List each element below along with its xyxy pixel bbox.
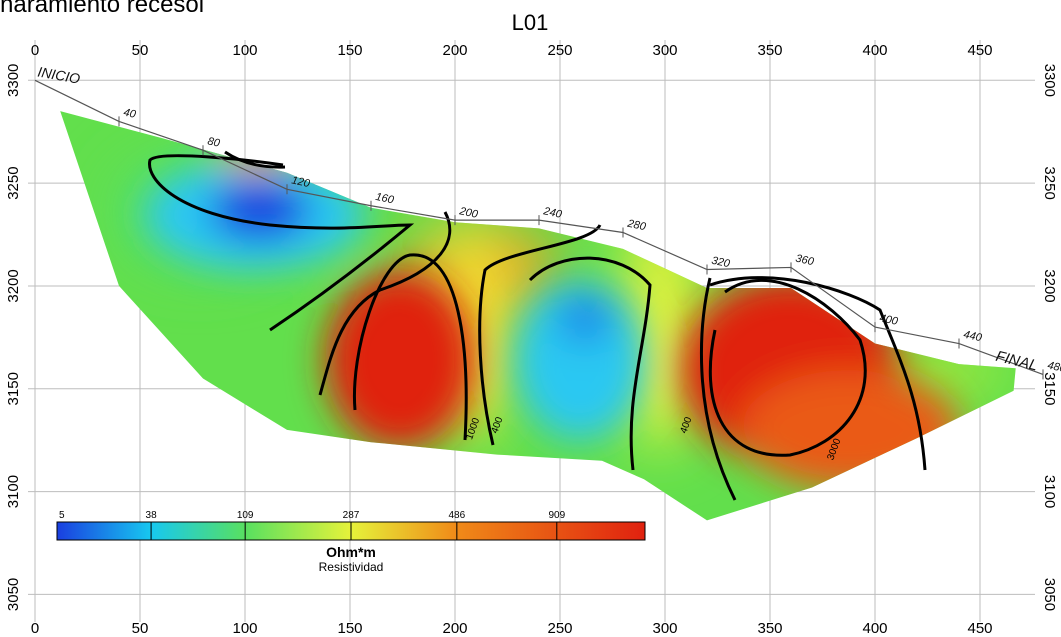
axes: 0 0 50 50 100 100 150 150 200 200 250 250 300 300 350 3… [5,42,1058,637]
x-tick-label-bottom: 0 [31,620,39,637]
x-tick-label-top: 150 [337,42,362,59]
x-tick-label-bottom: 300 [652,620,677,637]
contour-line [708,279,867,457]
y-tick-label-left: 3100 [5,475,22,508]
chainage-label: 240 [541,205,563,221]
contour-line [148,154,415,332]
y-tick-label-right: 3100 [1041,475,1058,508]
contour-line [478,224,602,446]
contour-label: 400 [678,415,694,435]
zone-low-center-core [557,292,613,344]
y-tick-label-right: 3250 [1041,166,1058,199]
chainage-label: 200 [457,205,479,221]
x-tick-label-bottom: 250 [547,620,572,637]
y-tick-label-left: 3250 [5,166,22,199]
contour-line [709,276,927,471]
x-tick-label-top: 200 [442,42,467,59]
colorbar-tick-label: 5 [59,510,65,521]
contour-line [528,256,652,471]
start-label: INICIO [36,63,81,86]
contour-label: 400 [489,415,505,435]
chainage-label: 440 [962,329,983,345]
x-tick-label-top: 100 [232,42,257,59]
contour-line [699,277,737,501]
contour-line [224,150,286,169]
y-tick-label-left: 3200 [5,269,22,302]
topography-profile: 40 80 120 160 200 240 280 320 360 400 440 480 INICIO… [34,63,1061,380]
y-tick-label-right: 3150 [1041,372,1058,405]
colorbar-tick-label: 109 [237,510,254,521]
y-tick-label-left: 3150 [5,372,22,405]
chainage-label: 360 [794,253,815,269]
x-tick-label-top: 400 [862,42,887,59]
x-tick-label-top: 250 [547,42,572,59]
chainage-label: 400 [878,312,899,328]
colorbar-tick-label: 909 [548,510,565,521]
x-tick-label-bottom: 450 [967,620,992,637]
zone-high-left [325,270,475,450]
x-tick-label-bottom: 50 [132,620,149,637]
contour-line [318,211,452,396]
y-tick-label-right: 3050 [1041,578,1058,611]
chainage-label: 40 [122,107,137,121]
x-tick-label-top: 350 [757,42,782,59]
x-tick-label-top: 0 [31,42,39,59]
chainage-label: 120 [290,174,311,190]
zone-orange-right [740,370,960,490]
x-tick-label-bottom: 200 [442,620,467,637]
x-tick-label-bottom: 400 [862,620,887,637]
colorbar-label: Resistividad [319,560,384,574]
chainage-label: 320 [710,255,731,271]
y-tick-label-right: 3300 [1041,64,1058,97]
chainage-label: 160 [374,191,395,207]
x-tick-label-bottom: 150 [337,620,362,637]
colorbar-tick-label: 38 [146,510,158,521]
zone-low-left-core [210,180,310,240]
colorbar-tick-label: 486 [448,510,465,521]
colorbar-tick-label: 287 [343,510,360,521]
chainage-label: 280 [625,217,647,233]
x-tick-label-top: 50 [132,42,149,59]
contour-line [352,253,468,441]
contour-lines [148,150,927,501]
x-tick-label-top: 450 [967,42,992,59]
x-tick-label-bottom: 350 [757,620,782,637]
chart-title: L01 [512,10,549,35]
x-tick-label-top: 300 [652,42,677,59]
cropped-caption: ñaramiento recesol [0,0,205,18]
x-tick-label-bottom: 100 [232,620,257,637]
chainage-label: 480 [1046,360,1061,376]
y-tick-label-right: 3200 [1041,269,1058,302]
colorbar-unit: Ohm*m [326,544,376,560]
y-tick-label-left: 3300 [5,64,22,97]
y-tick-label-left: 3050 [5,578,22,611]
chainage-label: 80 [206,135,221,149]
